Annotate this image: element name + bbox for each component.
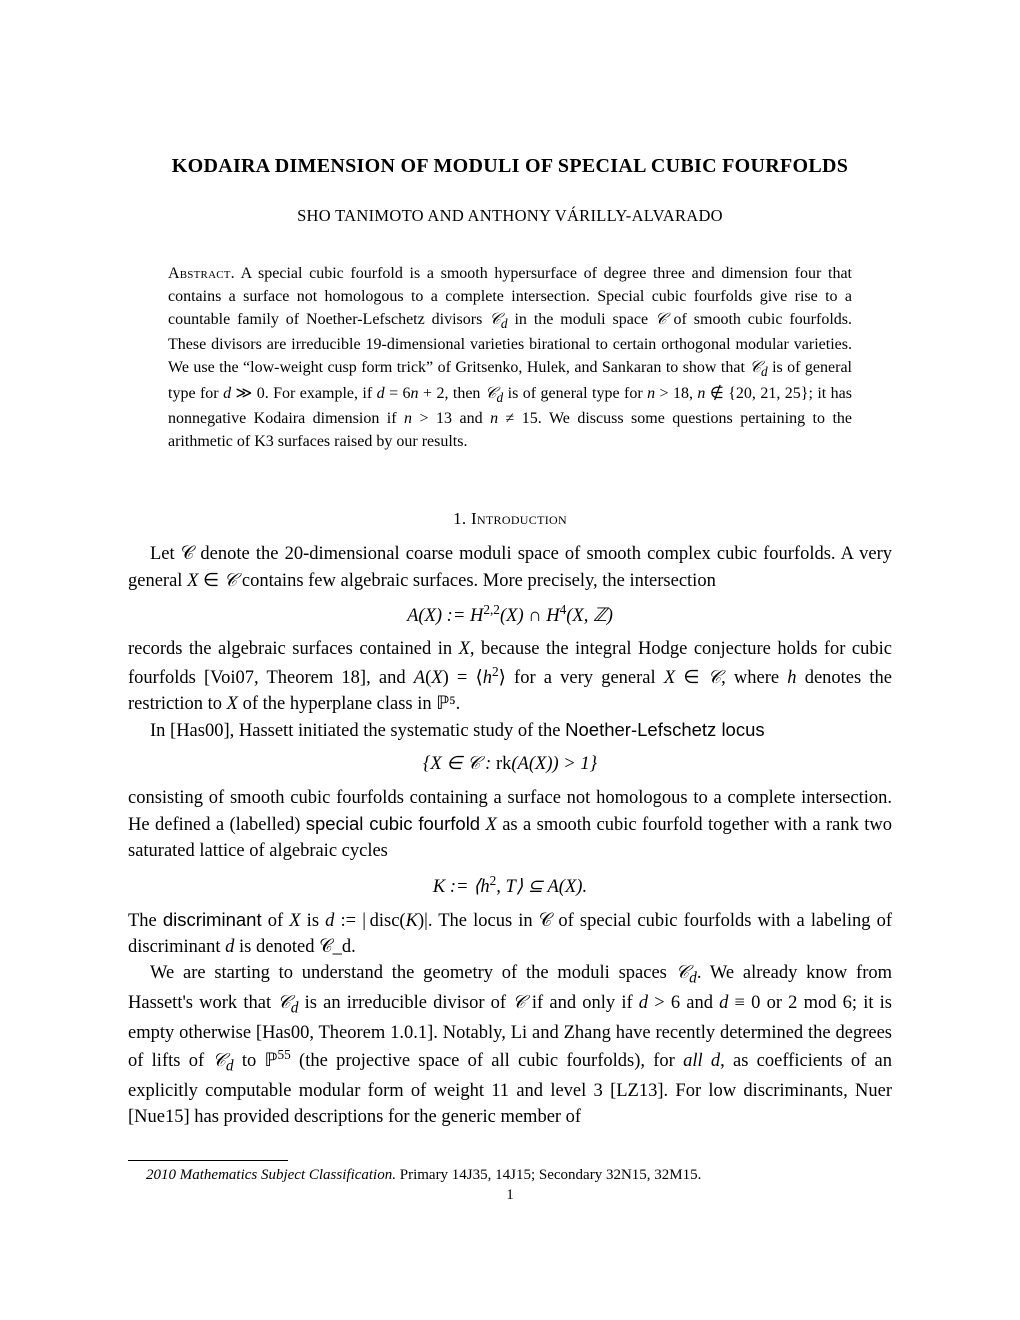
para-5: The discriminant of X is d := | disc(K)|… <box>128 907 892 961</box>
para-4: consisting of smooth cubic fourfolds con… <box>128 785 892 865</box>
section-heading: 1. Introduction <box>128 509 892 529</box>
para-3: In [Has00], Hassett initiated the system… <box>128 717 892 744</box>
footnote: 2010 Mathematics Subject Classification.… <box>128 1165 892 1185</box>
abstract-label: Abstract. <box>168 265 235 282</box>
para-2: records the algebraic surfaces contained… <box>128 636 892 717</box>
paper-authors: SHO TANIMOTO AND ANTHONY VÁRILLY-ALVARAD… <box>128 206 892 226</box>
body-text: Let 𝒞 denote the 20-dimensional coarse m… <box>128 541 892 1130</box>
page-number: 1 <box>128 1187 892 1204</box>
footnote-rule <box>128 1160 288 1161</box>
section-number: 1. <box>453 509 466 528</box>
discriminant-term: discriminant <box>163 909 262 930</box>
equation-3: K := ⟨h2, T⟩ ⊆ A(X). <box>128 872 892 900</box>
abstract-text: A special cubic fourfold is a smooth hyp… <box>168 265 852 450</box>
para-1: Let 𝒞 denote the 20-dimensional coarse m… <box>128 541 892 594</box>
footnote-text: Primary 14J35, 14J15; Secondary 32N15, 3… <box>396 1167 701 1183</box>
paper-title: KODAIRA DIMENSION OF MODULI OF SPECIAL C… <box>128 155 892 178</box>
equation-1: A(X) := H2,2(X) ∩ H4(X, ℤ) <box>128 601 892 629</box>
page: KODAIRA DIMENSION OF MODULI OF SPECIAL C… <box>0 0 1020 1254</box>
noether-lefschetz-term: Noether-Lefschetz locus <box>565 719 765 740</box>
equation-2: {X ∈ 𝒞 : rk(A(X)) > 1} <box>128 751 892 777</box>
footnote-label: 2010 Mathematics Subject Classification. <box>146 1167 396 1183</box>
section-title: Introduction <box>471 509 567 528</box>
special-cubic-fourfold-term: special cubic fourfold <box>306 813 480 834</box>
abstract: Abstract. A special cubic fourfold is a … <box>168 262 852 453</box>
para-6: We are starting to understand the geomet… <box>128 960 892 1130</box>
